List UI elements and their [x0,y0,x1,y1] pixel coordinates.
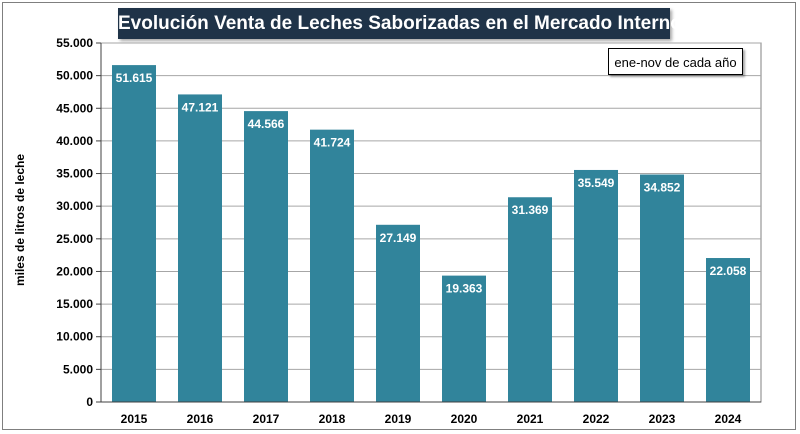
bars: 51.615 47.121 44.566 41.724 27.149 19.363 31.3… [112,65,750,403]
bar-value-label: 31.369 [512,203,549,217]
bar [112,65,156,402]
x-tick-label: 2021 [517,412,544,426]
axes: 0 5.000 10.000 15.000 20.000 25.000 30.000 35.0… [56,36,761,426]
bar-value-label: 22.058 [710,264,747,278]
y-tick-label: 0 [86,395,93,409]
y-tick-label: 50.000 [56,69,93,83]
bar-value-label: 19.363 [446,282,483,296]
x-tick-label: 2017 [253,412,280,426]
y-tick-label: 30.000 [56,199,93,213]
x-tick-label: 2024 [715,412,742,426]
bar [442,275,486,402]
y-tick-label: 5.000 [63,362,93,376]
bar [310,129,354,402]
bar-value-label: 34.852 [644,181,681,195]
y-tick-label: 15.000 [56,297,93,311]
bar [244,111,288,402]
bar-value-label: 27.149 [380,231,417,245]
bar [640,174,684,402]
x-tick-label: 2023 [649,412,676,426]
y-tick-label: 45.000 [56,101,93,115]
period-note: ene-nov de cada año [608,48,743,75]
bar-value-label: 35.549 [578,176,615,190]
x-tick-label: 2020 [451,412,478,426]
y-tick-label: 40.000 [56,134,93,148]
chart-title: Evolución Venta de Leches Saborizadas en… [118,8,682,39]
x-tick-label: 2018 [319,412,346,426]
y-tick-label: 25.000 [56,232,93,246]
bar [706,258,750,402]
bar-value-label: 47.121 [182,100,219,114]
x-tick-label: 2015 [121,412,148,426]
bar-value-label: 51.615 [116,71,153,85]
bar-value-label: 44.566 [248,117,285,131]
y-tick-label: 35.000 [56,167,93,181]
y-tick-label: 10.000 [56,330,93,344]
bar [376,224,420,402]
bar-value-label: 41.724 [314,136,351,150]
x-tick-label: 2022 [583,412,610,426]
y-tick-label: 20.000 [56,264,93,278]
x-tick-label: 2019 [385,412,412,426]
bar [574,169,618,402]
y-tick-label: 55.000 [56,36,93,50]
bar [178,94,222,403]
x-tick-label: 2016 [187,412,214,426]
bar [508,197,552,402]
